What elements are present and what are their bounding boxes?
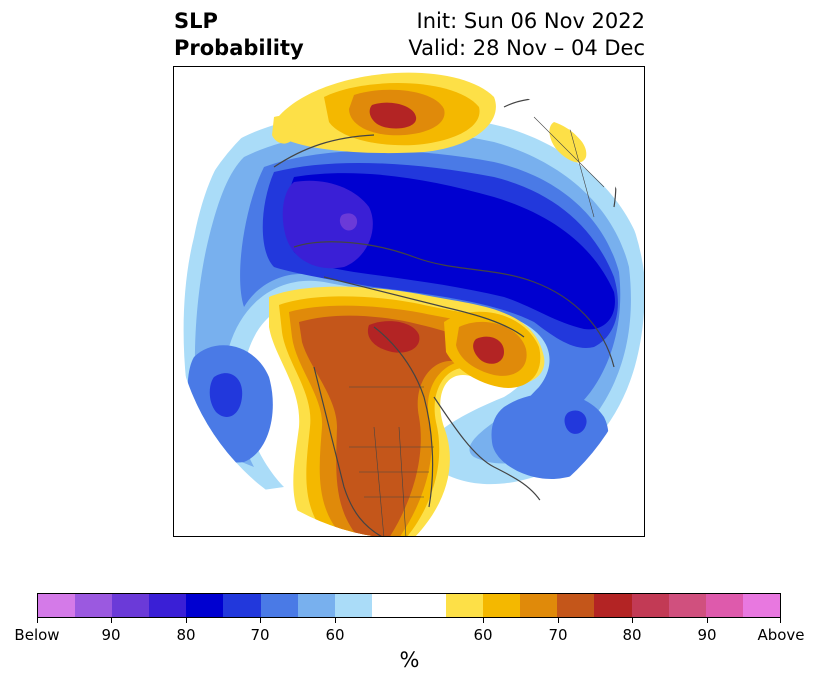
colorbar: [37, 593, 781, 618]
colorbar-segment: [149, 594, 187, 617]
above-peak-north: [369, 102, 417, 129]
below-west-core: [209, 373, 243, 417]
colorbar-segment: [112, 594, 150, 617]
colorbar-tick-label: 90: [101, 626, 121, 644]
above-faint-west: [272, 115, 296, 144]
colorbar-tick: [707, 618, 708, 623]
colorbar-tick-label: 70: [548, 626, 568, 644]
title-variable: SLP: [174, 9, 218, 33]
colorbar-segment: [742, 594, 780, 617]
colorbar-ticks: [37, 618, 781, 624]
below-core-region: [282, 180, 373, 269]
colorbar-tick-label: 80: [622, 626, 642, 644]
above-strong-na: [299, 315, 490, 536]
colorbar-segment: [75, 594, 113, 617]
colorbar-segment: [631, 594, 669, 617]
colorbar-segment: [408, 594, 447, 617]
colorbar-segment: [594, 594, 632, 617]
map-title: SLP Probability: [174, 8, 304, 62]
borders: [349, 106, 605, 536]
colorbar-segment: [38, 594, 76, 617]
map-dates: Init: Sun 06 Nov 2022 Valid: 28 Nov – 04…: [408, 8, 645, 62]
colorbar-segment: [446, 594, 484, 617]
colorbar-segment: [297, 594, 335, 617]
polar-map: [173, 66, 645, 537]
init-date: Init: Sun 06 Nov 2022: [416, 9, 645, 33]
colorbar-tick: [111, 618, 112, 623]
colorbar-tick-label: 70: [250, 626, 270, 644]
colorbar-tick: [632, 618, 633, 623]
colorbar-tick-label: 60: [325, 626, 345, 644]
colorbar-tick: [37, 618, 38, 623]
colorbar-tick-label: Below: [14, 626, 60, 644]
colorbar-tick: [780, 618, 781, 623]
colorbar-tick-label: Above: [757, 626, 805, 644]
colorbar-segment: [334, 594, 372, 617]
colorbar-tick: [483, 618, 484, 623]
colorbar-segment: [705, 594, 743, 617]
colorbar-segment: [186, 594, 224, 617]
below-east-pocket: [491, 393, 609, 480]
colorbar-segment: [260, 594, 298, 617]
colorbar-segment: [520, 594, 558, 617]
below-east-core: [564, 410, 587, 434]
above-faint-ne: [549, 122, 587, 163]
colorbar-labels: Below 90 80 70 60 60 70 80 90 Above: [14, 626, 804, 646]
above-peak-greenland: [473, 336, 504, 364]
colorbar-tick: [260, 618, 261, 623]
colorbar-tick: [335, 618, 336, 623]
valid-range: Valid: 28 Nov – 04 Dec: [408, 36, 645, 60]
colorbar-segment: [483, 594, 521, 617]
colorbar-tick-label: 60: [473, 626, 493, 644]
colorbar-tick-label: 80: [176, 626, 196, 644]
colorbar-segment: [223, 594, 261, 617]
colorbar-tick: [558, 618, 559, 623]
above-peak-na: [367, 321, 420, 353]
colorbar-tick: [186, 618, 187, 623]
colorbar-units: %: [399, 648, 420, 672]
below-peak-spot: [339, 213, 358, 231]
colorbar-segment: [557, 594, 595, 617]
colorbar-tick-label: 90: [697, 626, 717, 644]
colorbar-segment: [668, 594, 706, 617]
colorbar-segment: [371, 594, 409, 617]
title-field: Probability: [174, 36, 304, 60]
map-canvas: [174, 67, 644, 536]
